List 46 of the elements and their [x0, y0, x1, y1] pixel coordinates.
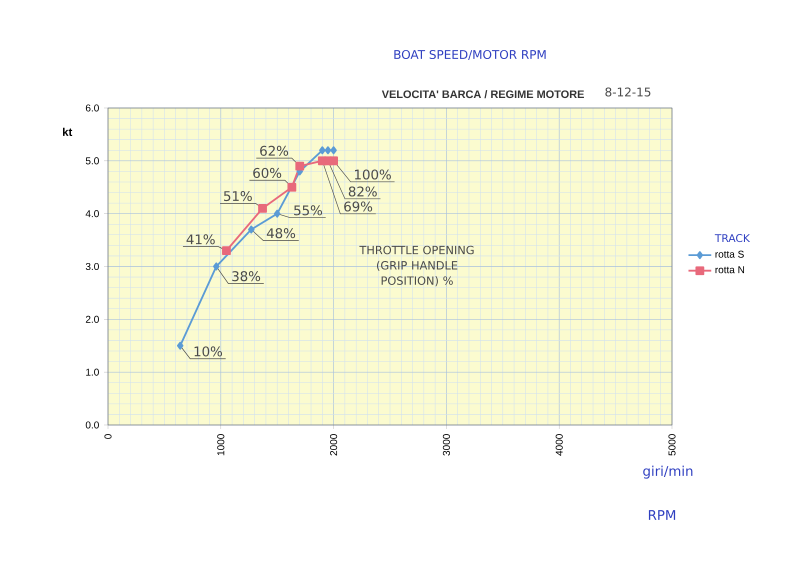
annotation: THROTTLE OPENING (GRIP HANDLE POSITION) % — [359, 246, 474, 286]
point — [274, 210, 280, 218]
point — [213, 262, 220, 270]
x-tick-label: 4000 — [556, 434, 563, 456]
y-axis-title: kt — [63, 128, 72, 136]
x-axis-title: giri/min — [643, 466, 692, 479]
legend-title: TRACK — [714, 234, 750, 242]
x-tick-label: 3000 — [442, 434, 450, 456]
point — [287, 182, 296, 192]
point — [258, 204, 267, 213]
y-tick-label: 3.0 — [86, 262, 99, 270]
annotation: 82% — [348, 186, 377, 197]
x-tick-label: 1000 — [217, 434, 224, 456]
annotation: 60% — [253, 168, 282, 178]
x-tick-label: 0 — [104, 434, 112, 439]
chart-title: VELOCITA' BARCA / REGIME MOTORE — [382, 90, 584, 98]
y-tick-label: 5.0 — [86, 157, 99, 164]
point — [295, 162, 304, 171]
annotation: 10% — [194, 346, 222, 356]
y-tick-label: 2.0 — [86, 316, 99, 323]
point — [324, 146, 332, 154]
legend-label: rotta S — [716, 250, 744, 258]
point — [319, 146, 326, 154]
point — [248, 226, 254, 234]
y-tick-label: 6.0 — [86, 104, 99, 112]
point — [176, 342, 184, 350]
annotation: 41% — [186, 234, 215, 244]
text: 8-12-15 — [605, 87, 650, 97]
y-tick-label: 0.0 — [86, 421, 99, 429]
y-tick-label: 1.0 — [86, 368, 99, 376]
annotation: 51% — [224, 191, 252, 202]
point — [222, 246, 231, 256]
annotation: 48% — [266, 228, 296, 238]
annotation: 55% — [294, 205, 322, 216]
x-tick-label: 5000 — [668, 434, 676, 456]
x-tick-label: 2000 — [330, 434, 338, 456]
annotation: 38% — [232, 271, 260, 282]
chart-subtitle: BOAT SPEED/MOTOR RPM — [394, 50, 546, 60]
annotation: 69% — [344, 201, 372, 212]
point — [330, 146, 337, 154]
text: RPM — [648, 510, 676, 520]
legend-label: rotta N — [716, 266, 744, 274]
annotation: 62% — [260, 146, 288, 156]
annotation: 100% — [355, 169, 391, 180]
point — [329, 156, 338, 166]
y-tick-label: 4.0 — [86, 210, 99, 218]
